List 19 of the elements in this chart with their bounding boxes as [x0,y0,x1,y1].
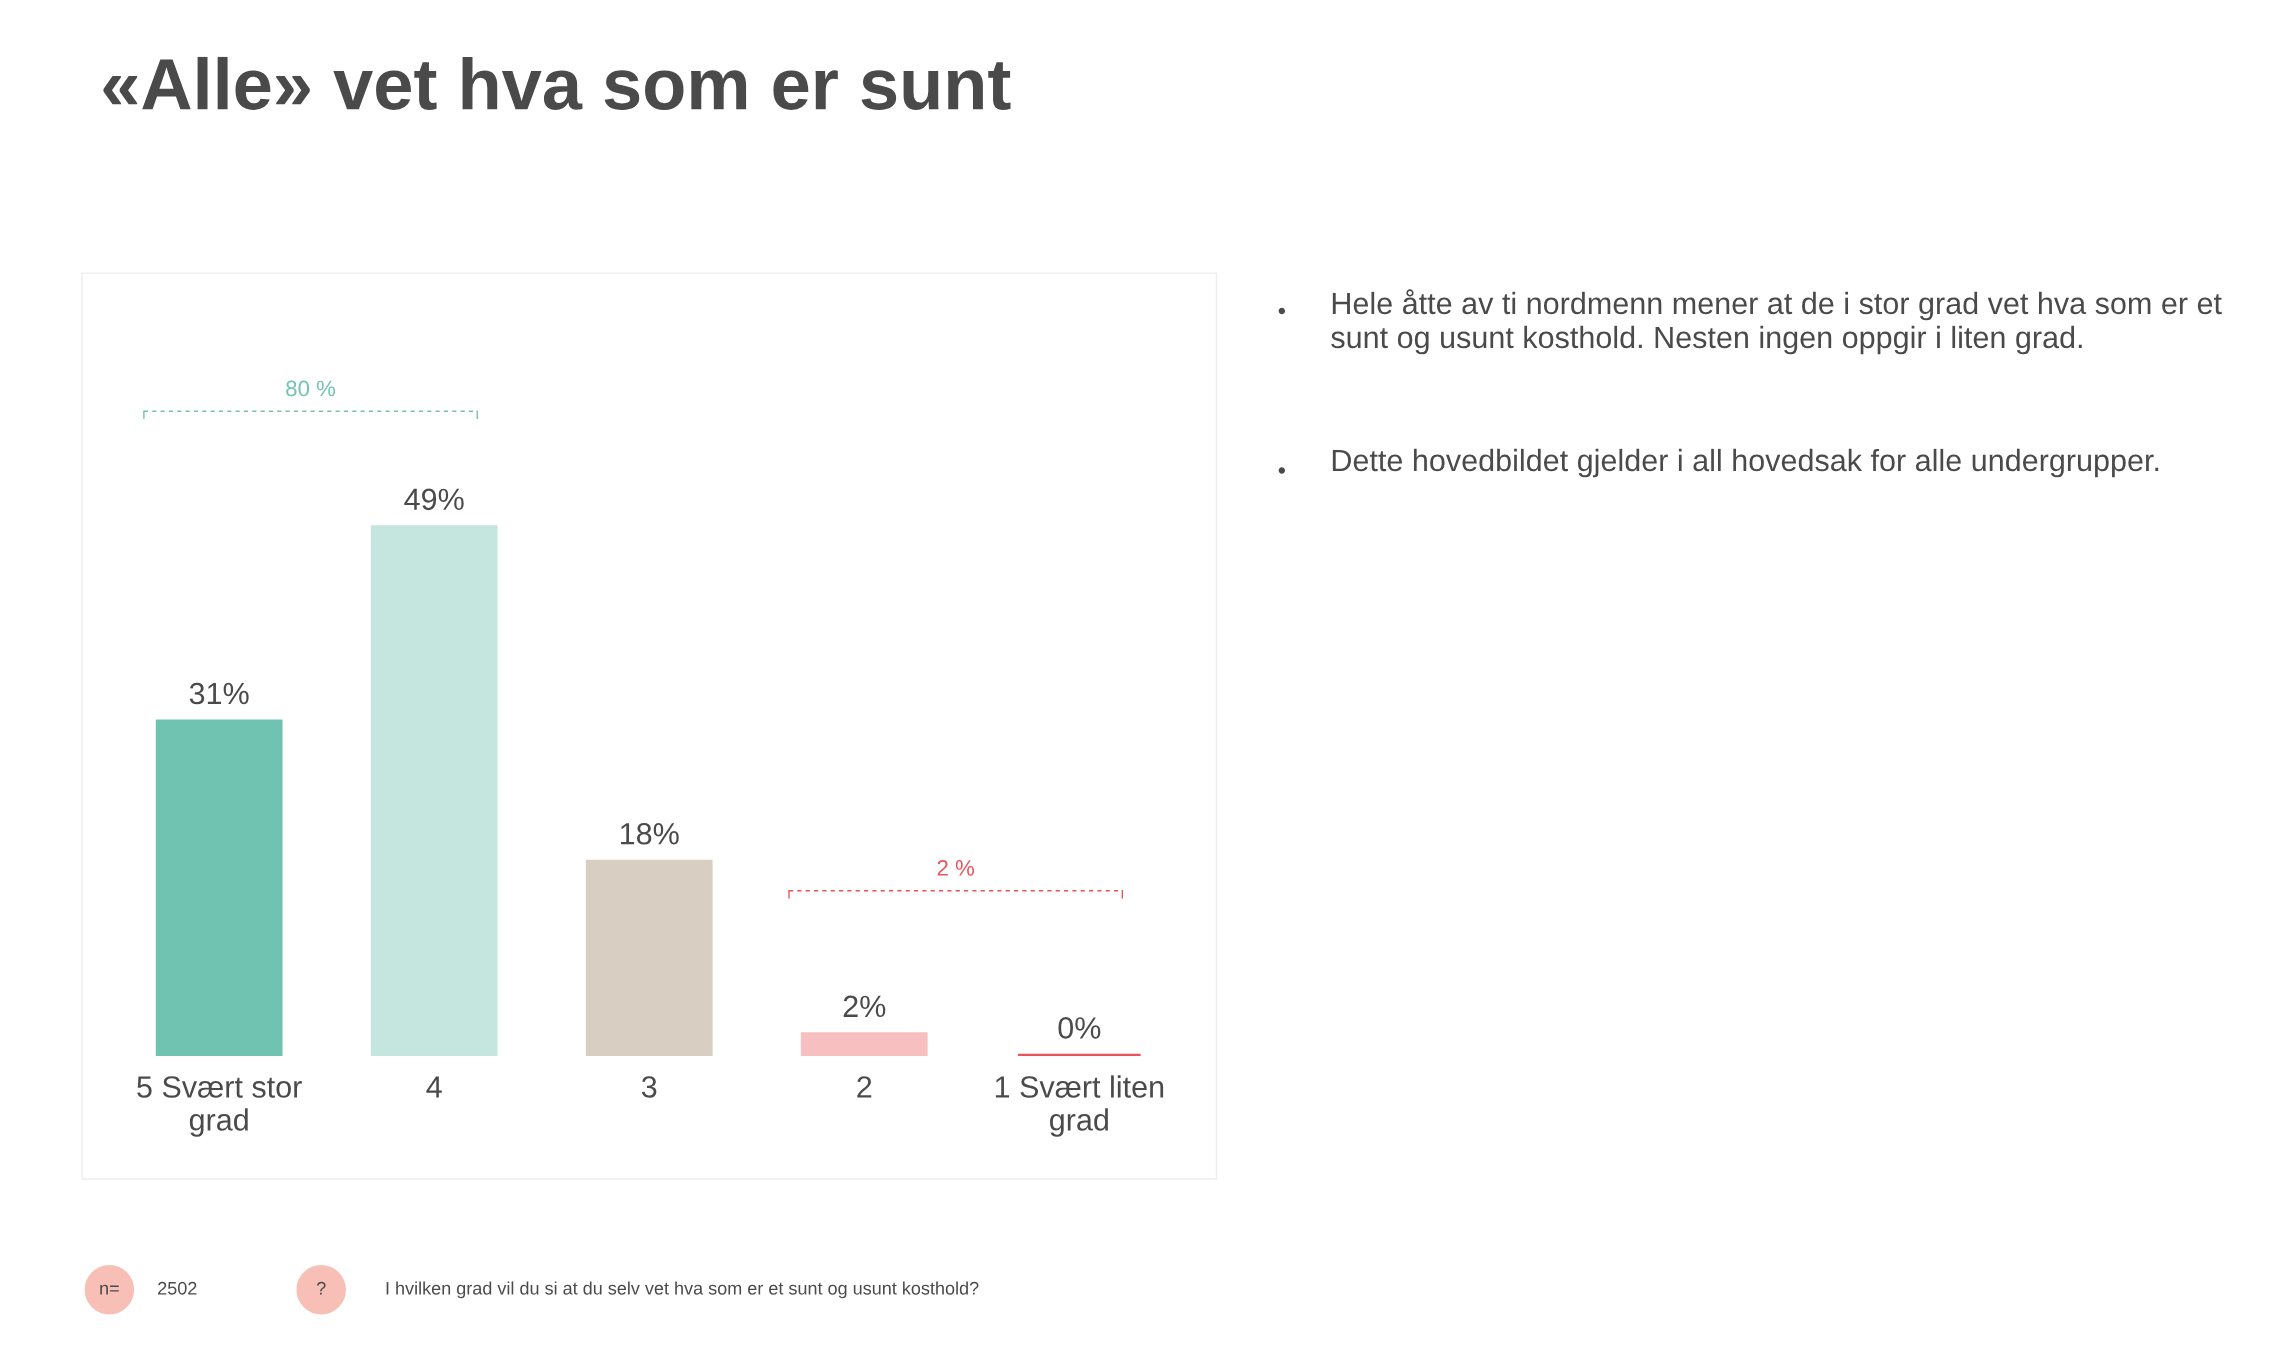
x-tick-label: 4 [426,1076,442,1098]
data-label: 49% [404,488,464,511]
x-tick-label: 5 Svært stor grad [137,1076,302,1137]
text: Hele åtte av ti nordmenn mener at de i stor grad vet hva som er et sunt og usunt kosthold. Nesten ingen oppgir i liten grad. [1331,289,2222,355]
data-label: 18% [620,822,679,845]
x-tick-label: 2 [857,1076,872,1098]
data-label: 2% [843,995,886,1018]
annotation: 2 % [937,860,975,876]
chart-title: «Alle» vet hva som er sunt [103,56,1011,110]
text: 2502 [158,1281,197,1295]
text: n= [100,1284,119,1295]
text: I hvilken grad vil du si at du selv vet hva som er et sunt og usunt kosthold? [386,1281,979,1299]
x-tick-label: 3 [641,1076,657,1098]
x-tick-label: 1 Svært liten grad [995,1075,1164,1137]
text: ? [316,1281,326,1295]
data-label: 31% [189,682,249,705]
text: 80 % [286,380,336,397]
text: Dette hovedbildet gjelder i all hovedsak for alle undergrupper. [1332,448,2159,478]
data-label: 0% [1058,1017,1101,1039]
